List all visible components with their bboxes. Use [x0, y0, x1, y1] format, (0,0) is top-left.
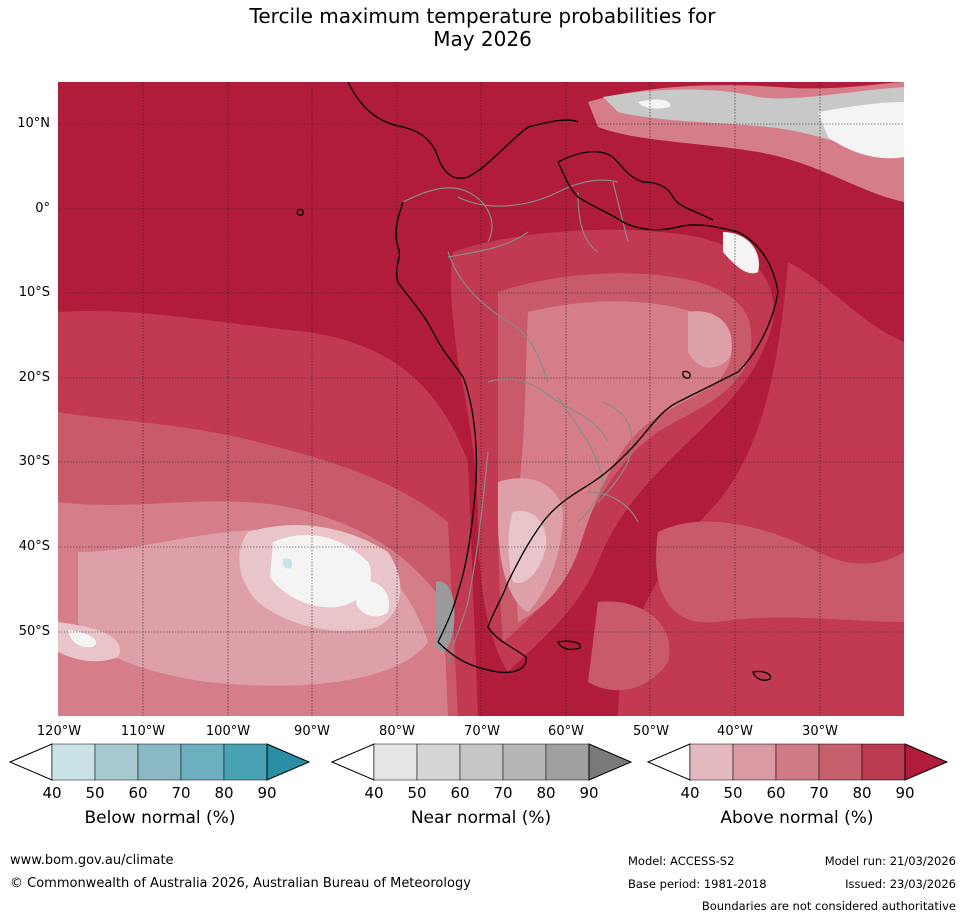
colorbar-near-title: Near normal (%)	[410, 808, 552, 828]
title-line-2: May 2026	[433, 27, 532, 51]
colorbar-below-tick-70: 70	[171, 784, 191, 802]
colorbar-above-swatch-3	[775, 743, 820, 781]
lon-label-30w: 30°W	[802, 724, 838, 739]
region-white-pacific-2	[356, 581, 389, 617]
colorbar-below-swatch-6	[266, 743, 311, 781]
colorbar-below-tick-80: 80	[214, 784, 234, 802]
lat-label-10n: 10°N	[17, 116, 50, 131]
lon-label-100w: 100°W	[205, 724, 251, 739]
lon-label-90w: 90°W	[294, 724, 330, 739]
lat-label-40s: 40°S	[18, 539, 50, 554]
colorbar-below-tick-60: 60	[128, 784, 148, 802]
colorbar-near-swatch-6	[588, 743, 633, 781]
lat-label-30s: 30°S	[18, 454, 50, 469]
colorbar-near-tick-90: 90	[579, 784, 599, 802]
colorbar-below-tick-50: 50	[85, 784, 105, 802]
colorbar-above-tick-80: 80	[852, 784, 872, 802]
coastline	[296, 82, 779, 681]
colorbar-below-swatch-4	[180, 743, 225, 781]
region-near-normal-patagonia	[436, 581, 455, 652]
probability-map	[58, 82, 904, 716]
colorbar-below-tick-40: 40	[42, 784, 62, 802]
colorbar-near-tick-40: 40	[364, 784, 384, 802]
lat-label-10s: 10°S	[18, 285, 50, 300]
colorbar-near	[331, 743, 633, 781]
lon-label-60w: 60°W	[548, 724, 584, 739]
colorbar-near-swatch-1	[373, 743, 418, 781]
colorbar-above-swatch-5	[861, 743, 906, 781]
colorbar-near-tick-80: 80	[536, 784, 556, 802]
chart-title: Tercile maximum temperature probabilitie…	[0, 5, 965, 51]
colorbar-above-tick-50: 50	[723, 784, 743, 802]
colorbar-above-swatch-1	[689, 743, 734, 781]
country-borders	[402, 179, 639, 663]
colorbar-above-swatch-6	[904, 743, 949, 781]
region-white-southwest	[68, 630, 97, 648]
lon-label-110w: 110°W	[120, 724, 166, 739]
region-above-70-south-atlantic	[588, 601, 670, 691]
colorbar-above	[647, 743, 949, 781]
colorbar-below-title: Below normal (%)	[84, 808, 236, 828]
colorbar-below	[9, 743, 311, 781]
lon-label-40w: 40°W	[717, 724, 753, 739]
lon-label-120w: 120°W	[36, 724, 82, 739]
colorbar-above-tick-90: 90	[895, 784, 915, 802]
region-near-white-pacific	[270, 534, 372, 608]
region-white-brazil-ne	[723, 232, 759, 274]
map-canvas	[58, 82, 904, 716]
colorbar-below-swatch-0	[9, 743, 53, 781]
graticule	[58, 82, 904, 716]
region-near-normal-north-atlantic	[603, 87, 904, 157]
colorbar-above-tick-40: 40	[680, 784, 700, 802]
footer-model: Model: ACCESS-S2	[628, 854, 735, 868]
colorbar-near-swatch-0	[331, 743, 375, 781]
footer-disclaimer: Boundaries are not considered authoritat…	[701, 899, 956, 913]
colorbar-above-swatch-0	[647, 743, 691, 781]
region-above-50-brazil-east	[688, 311, 732, 368]
colorbar-below-swatch-5	[223, 743, 268, 781]
colorbar-above-tick-70: 70	[809, 784, 829, 802]
footer-model-run: Model run: 21/03/2026	[824, 854, 956, 868]
colorbar-below-swatch-1	[51, 743, 96, 781]
colorbar-near-swatch-4	[502, 743, 547, 781]
colorbar-near-tick-70: 70	[493, 784, 513, 802]
title-line-1: Tercile maximum temperature probabilitie…	[249, 4, 716, 28]
colorbar-near-tick-50: 50	[407, 784, 427, 802]
region-white-north-atlantic-2	[638, 99, 671, 109]
colorbar-near-tick-60: 60	[450, 784, 470, 802]
lat-label-50s: 50°S	[18, 624, 50, 639]
colorbar-below-tick-90: 90	[257, 784, 277, 802]
footer-copyright: © Commonwealth of Australia 2026, Austra…	[10, 876, 471, 891]
region-above-60-land	[515, 301, 732, 622]
colorbar-below-swatch-2	[94, 743, 139, 781]
footer-base-period: Base period: 1981-2018	[628, 877, 767, 891]
colorbar-above-tick-60: 60	[766, 784, 786, 802]
lon-label-80w: 80°W	[379, 724, 415, 739]
footer-issued: Issued: 23/03/2026	[845, 877, 956, 891]
region-below-light	[282, 558, 293, 569]
colorbar-near-swatch-3	[459, 743, 504, 781]
colorbar-near-swatch-5	[545, 743, 590, 781]
colorbar-near-swatch-2	[416, 743, 461, 781]
region-white-north-atlantic	[818, 102, 904, 159]
lon-label-50w: 50°W	[633, 724, 669, 739]
colorbar-above-title: Above normal (%)	[720, 808, 874, 828]
lat-label-0: 0°	[35, 201, 50, 216]
lat-label-20s: 20°S	[18, 370, 50, 385]
colorbar-below-swatch-3	[137, 743, 182, 781]
footer-website: www.bom.gov.au/climate	[10, 853, 174, 868]
colorbar-above-swatch-4	[818, 743, 863, 781]
colorbar-above-swatch-2	[732, 743, 777, 781]
lon-label-70w: 70°W	[464, 724, 500, 739]
